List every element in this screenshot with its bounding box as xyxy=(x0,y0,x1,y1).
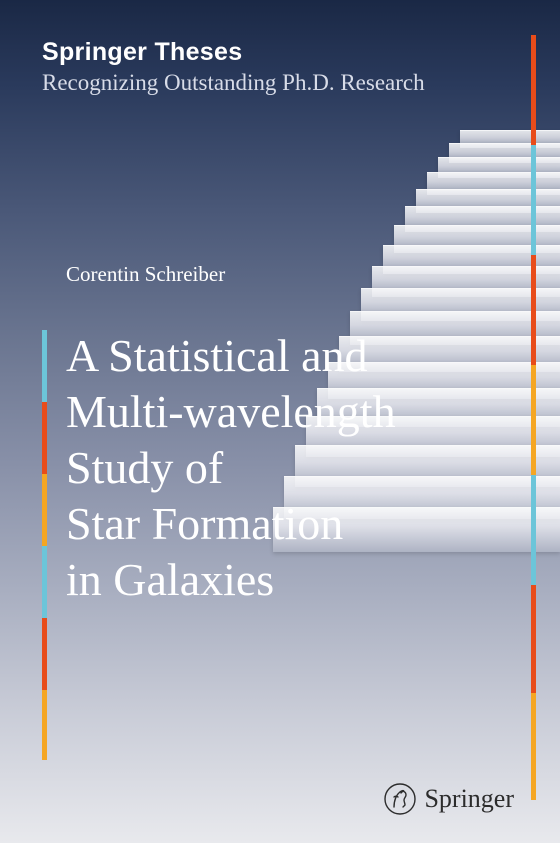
stripe-segment xyxy=(531,35,536,145)
stair-step xyxy=(449,143,560,163)
accent-stripe-right xyxy=(531,35,536,800)
book-title: A Statistical andMulti-wavelengthStudy o… xyxy=(66,328,506,609)
series-subtitle: Recognizing Outstanding Ph.D. Research xyxy=(42,70,425,96)
springer-horse-icon xyxy=(384,783,416,815)
stair-step xyxy=(427,172,560,195)
stripe-segment xyxy=(42,618,47,690)
stripe-segment xyxy=(531,145,536,255)
publisher-block: Springer xyxy=(384,783,514,815)
stripe-segment xyxy=(531,365,536,475)
stripe-segment xyxy=(42,402,47,474)
stair-step xyxy=(416,189,560,213)
stripe-segment xyxy=(531,255,536,365)
stripe-segment xyxy=(42,690,47,760)
accent-stripe-left xyxy=(42,330,47,760)
stripe-segment xyxy=(531,585,536,693)
publisher-name: Springer xyxy=(424,784,514,814)
author-name: Corentin Schreiber xyxy=(66,262,225,287)
stripe-segment xyxy=(42,546,47,618)
stripe-segment xyxy=(42,330,47,402)
book-cover: Springer Theses Recognizing Outstanding … xyxy=(0,0,560,843)
stair-step xyxy=(460,130,560,148)
stair-step xyxy=(438,157,560,178)
stair-step xyxy=(405,206,560,232)
stripe-segment xyxy=(42,474,47,546)
stripe-segment xyxy=(531,693,536,800)
series-label: Springer Theses xyxy=(42,38,242,67)
stripe-segment xyxy=(531,475,536,585)
